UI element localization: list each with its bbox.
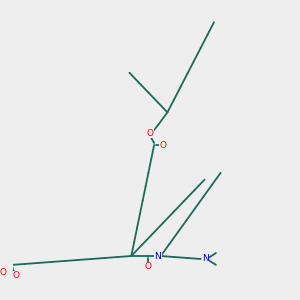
Text: N: N bbox=[154, 251, 161, 260]
Text: N: N bbox=[202, 254, 209, 263]
Text: O: O bbox=[0, 268, 7, 278]
Text: O: O bbox=[147, 129, 154, 138]
Text: O: O bbox=[13, 271, 20, 280]
Text: O: O bbox=[145, 262, 152, 272]
Text: O: O bbox=[159, 140, 166, 149]
